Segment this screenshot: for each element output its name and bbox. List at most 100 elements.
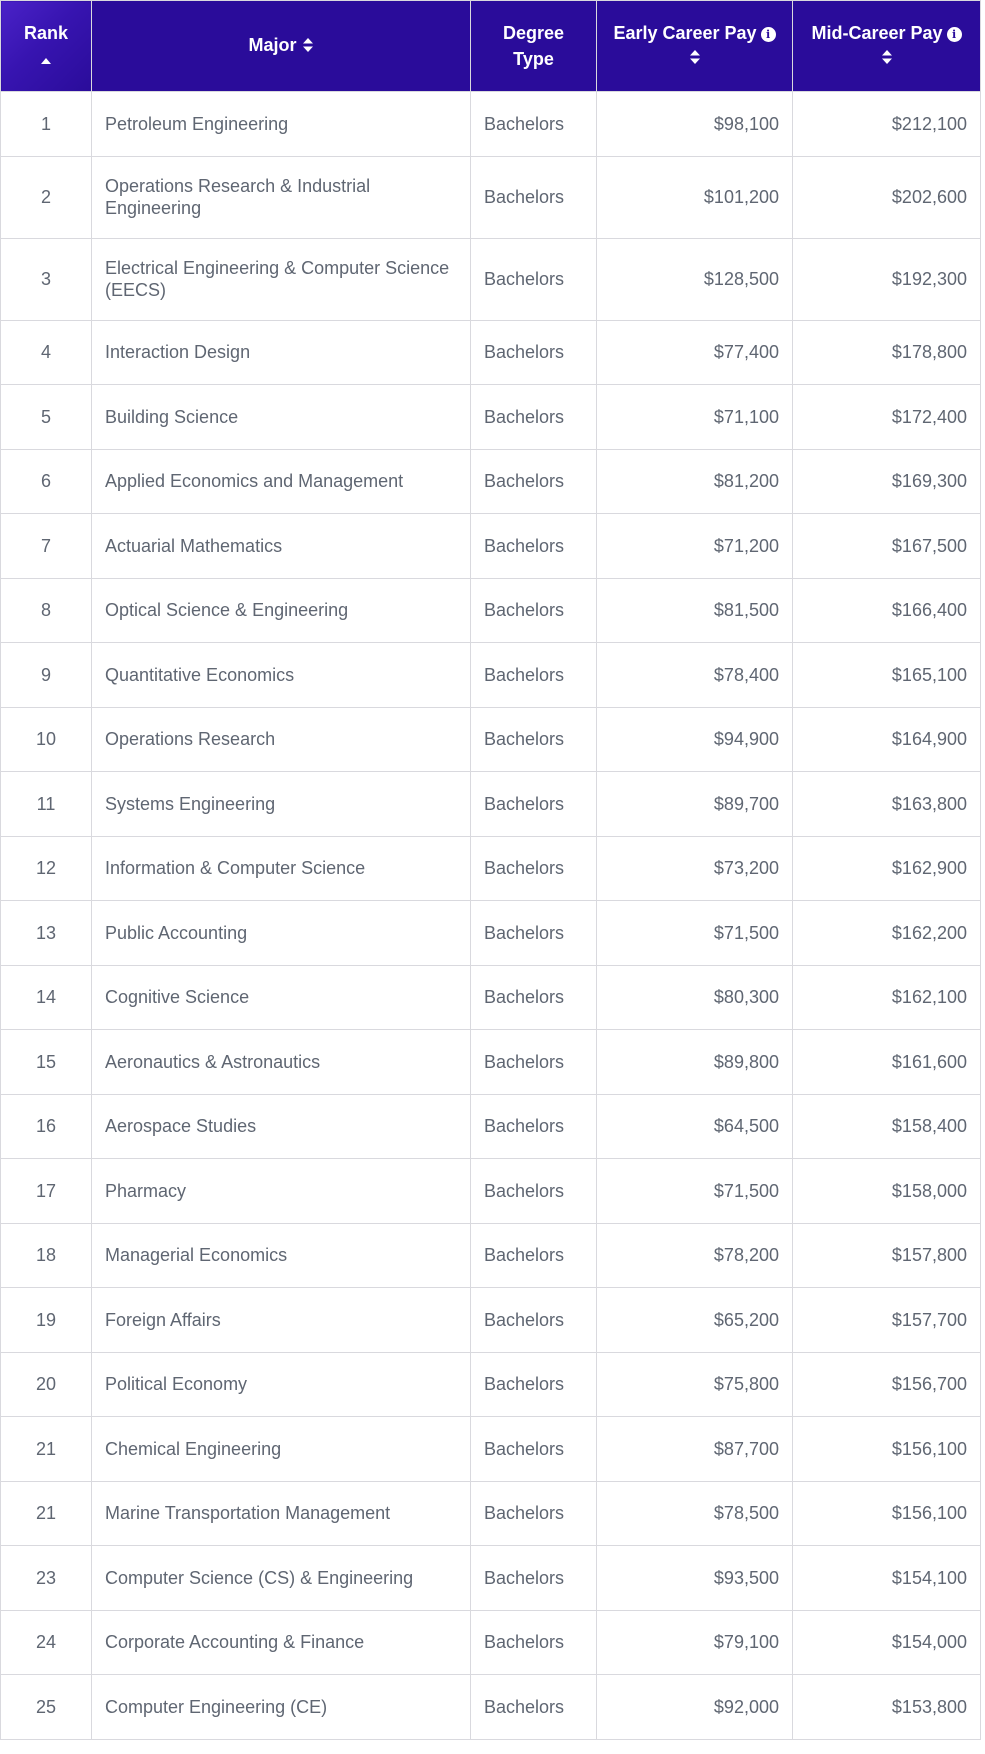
degree-type-column-header[interactable]: Degree Type — [470, 0, 597, 92]
mid-pay-cell: $169,300 — [792, 448, 981, 514]
degree-cell: Bachelors — [470, 155, 597, 239]
rank-cell: 20 — [0, 1351, 92, 1417]
mid-pay-cell: $157,700 — [792, 1287, 981, 1353]
table-row: 11 Systems Engineering Bachelors $89,700… — [0, 771, 981, 837]
mid-pay-cell: $166,400 — [792, 577, 981, 643]
rank-cell: 10 — [0, 706, 92, 772]
major-cell: Optical Science & Engineering — [91, 577, 471, 643]
early-pay-cell: $79,100 — [596, 1609, 793, 1675]
table-row: 21 Marine Transportation Management Bach… — [0, 1480, 981, 1546]
early-career-header-label: Early Career Pay — [613, 23, 757, 43]
rank-header-label: Rank — [23, 23, 68, 43]
table-row: 13 Public Accounting Bachelors $71,500 $… — [0, 900, 981, 966]
early-pay-cell: $93,500 — [596, 1545, 793, 1611]
table-row: 2 Operations Research & Industrial Engin… — [0, 155, 981, 239]
major-cell: Quantitative Economics — [91, 642, 471, 708]
major-cell: Marine Transportation Management — [91, 1480, 471, 1546]
mid-pay-cell: $172,400 — [792, 384, 981, 450]
early-pay-cell: $77,400 — [596, 319, 793, 385]
mid-pay-cell: $157,800 — [792, 1222, 981, 1288]
early-pay-cell: $81,500 — [596, 577, 793, 643]
table-row: 9 Quantitative Economics Bachelors $78,4… — [0, 642, 981, 708]
degree-cell: Bachelors — [470, 448, 597, 514]
major-cell: Corporate Accounting & Finance — [91, 1609, 471, 1675]
major-cell: Operations Research — [91, 706, 471, 772]
major-cell: Public Accounting — [91, 900, 471, 966]
degree-cell: Bachelors — [470, 513, 597, 579]
major-cell: Petroleum Engineering — [91, 91, 471, 157]
rank-cell: 4 — [0, 319, 92, 385]
info-icon[interactable]: i — [760, 27, 776, 42]
early-pay-cell: $73,200 — [596, 835, 793, 901]
early-pay-cell: $101,200 — [596, 155, 793, 239]
info-icon[interactable]: i — [946, 27, 962, 42]
early-career-pay-column-header[interactable]: Early Career Pay i — [596, 0, 793, 92]
major-cell: Chemical Engineering — [91, 1416, 471, 1482]
major-cell: Systems Engineering — [91, 771, 471, 837]
early-pay-cell: $89,700 — [596, 771, 793, 837]
mid-pay-cell: $156,100 — [792, 1480, 981, 1546]
early-pay-cell: $128,500 — [596, 237, 793, 321]
major-header-label: Major — [248, 35, 297, 56]
major-cell: Information & Computer Science — [91, 835, 471, 901]
degree-cell: Bachelors — [470, 835, 597, 901]
rank-cell: 7 — [0, 513, 92, 579]
early-pay-cell: $78,400 — [596, 642, 793, 708]
major-cell: Operations Research & Industrial Enginee… — [91, 155, 471, 239]
degree-cell: Bachelors — [470, 642, 597, 708]
mid-pay-cell: $158,000 — [792, 1158, 981, 1224]
sort-icon — [801, 46, 972, 72]
rank-column-header[interactable]: Rank — [0, 0, 92, 92]
degree-cell: Bachelors — [470, 900, 597, 966]
degree-cell: Bachelors — [470, 319, 597, 385]
rank-cell: 21 — [0, 1480, 92, 1546]
table-row: 8 Optical Science & Engineering Bachelor… — [0, 577, 981, 643]
degree-cell: Bachelors — [470, 577, 597, 643]
early-pay-cell: $65,200 — [596, 1287, 793, 1353]
mid-career-pay-column-header[interactable]: Mid-Career Pay i — [792, 0, 981, 92]
table-row: 1 Petroleum Engineering Bachelors $98,10… — [0, 91, 981, 157]
mid-pay-cell: $167,500 — [792, 513, 981, 579]
degree-cell: Bachelors — [470, 1416, 597, 1482]
degree-cell: Bachelors — [470, 1609, 597, 1675]
rank-cell: 18 — [0, 1222, 92, 1288]
table-row: 24 Corporate Accounting & Finance Bachel… — [0, 1609, 981, 1675]
rank-cell: 24 — [0, 1609, 92, 1675]
degree-cell: Bachelors — [470, 1287, 597, 1353]
table-header: Rank Major Degree Type — [0, 0, 981, 92]
degree-cell: Bachelors — [470, 1029, 597, 1095]
major-cell: Foreign Affairs — [91, 1287, 471, 1353]
early-pay-cell: $64,500 — [596, 1093, 793, 1159]
table-row: 4 Interaction Design Bachelors $77,400 $… — [0, 319, 981, 385]
degree-cell: Bachelors — [470, 964, 597, 1030]
sort-icon — [605, 46, 784, 72]
rank-cell: 16 — [0, 1093, 92, 1159]
rank-cell: 11 — [0, 771, 92, 837]
rank-cell: 13 — [0, 900, 92, 966]
major-cell: Aeronautics & Astronautics — [91, 1029, 471, 1095]
rank-cell: 12 — [0, 835, 92, 901]
major-cell: Interaction Design — [91, 319, 471, 385]
mid-pay-cell: $153,800 — [792, 1674, 981, 1740]
rank-cell: 6 — [0, 448, 92, 514]
mid-pay-cell: $164,900 — [792, 706, 981, 772]
table-row: 17 Pharmacy Bachelors $71,500 $158,000 — [0, 1158, 981, 1224]
sort-up-icon — [9, 46, 83, 72]
rank-cell: 1 — [0, 91, 92, 157]
major-cell: Building Science — [91, 384, 471, 450]
major-cell: Cognitive Science — [91, 964, 471, 1030]
major-cell: Actuarial Mathematics — [91, 513, 471, 579]
major-cell: Aerospace Studies — [91, 1093, 471, 1159]
mid-career-header-label: Mid-Career Pay — [811, 23, 943, 43]
rank-cell: 8 — [0, 577, 92, 643]
major-column-header[interactable]: Major — [91, 0, 471, 92]
rank-cell: 14 — [0, 964, 92, 1030]
rank-cell: 3 — [0, 237, 92, 321]
early-pay-cell: $78,200 — [596, 1222, 793, 1288]
degree-cell: Bachelors — [470, 384, 597, 450]
rank-cell: 25 — [0, 1674, 92, 1740]
degree-cell: Bachelors — [470, 1222, 597, 1288]
early-pay-cell: $87,700 — [596, 1416, 793, 1482]
